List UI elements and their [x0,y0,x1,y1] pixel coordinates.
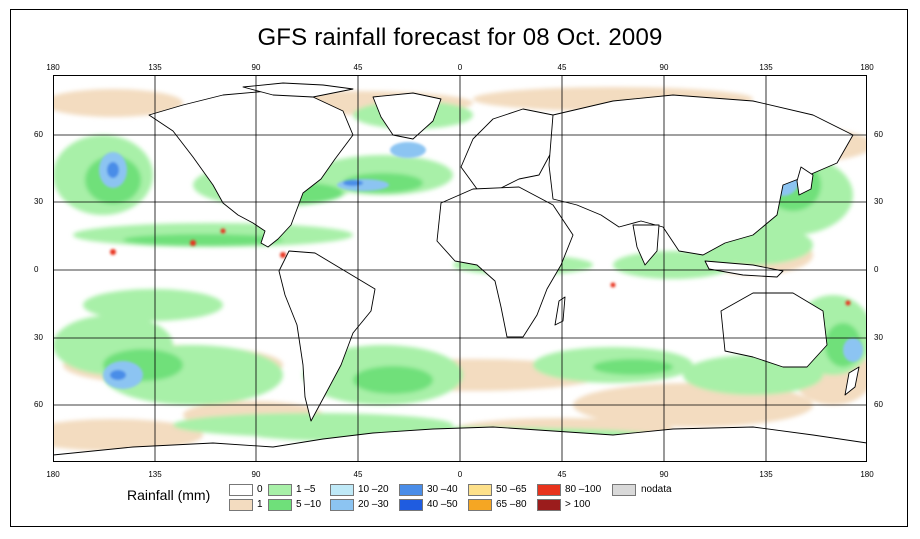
legend-swatch-0 [229,484,253,496]
rainfall-map [53,75,867,462]
lat-tick-left: 30 [34,333,43,342]
lon-tick-top: 90 [251,63,261,72]
legend-swatch-8 [468,484,492,496]
lat-tick-left: 60 [34,130,43,139]
lon-tick-top: 90 [659,63,669,72]
lon-tick-top: 180 [860,63,874,72]
legend-swatch-2 [268,484,292,496]
lat-tick-left: 60 [34,400,43,409]
lon-tick-bottom: 90 [251,470,261,479]
lat-tick-right: 60 [874,400,883,409]
japan [796,166,814,196]
legend-swatch-10 [537,484,561,496]
lat-tick-right: 30 [874,197,883,206]
legend-label: > 100 [565,499,591,510]
india [632,224,660,266]
lon-tick-bottom: 180 [46,470,60,479]
lat-tick-right: 0 [874,265,879,274]
graticule [53,75,867,462]
lon-tick-bottom: 135 [148,470,162,479]
lon-tick-bottom: 180 [860,470,874,479]
greenland [372,92,442,140]
legend-label: 30 –40 [427,484,458,495]
legend-label: nodata [641,484,672,495]
lat-tick-right: 30 [874,333,883,342]
legend-label: 0 [257,484,263,495]
madagascar [554,296,566,326]
lon-tick-bottom: 135 [759,470,773,479]
africa [436,186,574,338]
australia [720,292,828,368]
lon-tick-top: 0 [457,63,463,72]
legend-label: 10 –20 [358,484,389,495]
lon-tick-bottom: 0 [457,470,463,479]
legend-swatch-11 [537,499,561,511]
legend-swatch-9 [468,499,492,511]
lon-tick-top: 45 [353,63,363,72]
legend-swatch-5 [330,499,354,511]
legend-label: 65 –80 [496,499,527,510]
legend-label: 5 –10 [296,499,322,510]
indonesia [704,260,784,278]
figure-frame [10,9,908,527]
south-america [278,250,376,422]
lon-tick-top: 45 [557,63,567,72]
arctic-islands [242,82,354,98]
lon-tick-bottom: 45 [353,470,363,479]
lon-tick-bottom: 45 [557,470,567,479]
legend-swatch-7 [399,499,423,511]
lat-tick-right: 60 [874,130,883,139]
lon-tick-top: 180 [46,63,60,72]
legend-label: 1 –5 [296,484,316,495]
legend-label: 50 –65 [496,484,527,495]
legend-swatch-12 [612,484,636,496]
legend-label: 40 –50 [427,499,458,510]
lon-tick-top: 135 [148,63,162,72]
legend-label: 1 [257,499,263,510]
legend-label: 80 –100 [565,484,602,495]
legend-title: Rainfall (mm) [127,487,211,503]
legend-swatch-6 [399,484,423,496]
lon-tick-top: 135 [759,63,773,72]
lat-tick-left: 0 [34,265,39,274]
new-zealand [844,366,860,396]
lat-tick-left: 30 [34,197,43,206]
legend-swatch-3 [268,499,292,511]
land-outlines [53,82,867,462]
legend-label: 20 –30 [358,499,389,510]
legend-swatch-1 [229,499,253,511]
legend-swatch-4 [330,484,354,496]
map-title: GFS rainfall forecast for 08 Oct. 2009 [257,24,663,51]
lon-tick-bottom: 90 [659,470,669,479]
map-border [53,75,867,462]
